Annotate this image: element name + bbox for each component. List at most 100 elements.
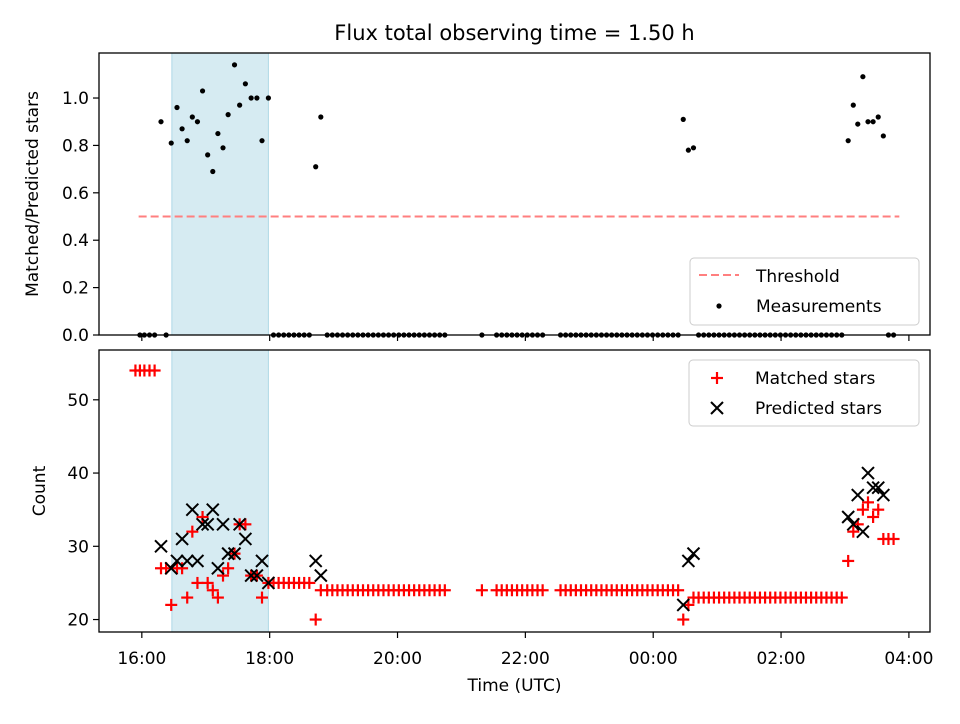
predicted-star-point [261,576,276,590]
measurement-point [220,145,226,151]
measurement-point [259,138,265,144]
measurement-point [168,140,174,146]
top-legend: Threshold Measurements [689,257,920,326]
predicted-star-point [314,568,328,583]
bottom-ylabel: Count [30,465,50,516]
bottom-axes-frame [98,349,931,633]
x-tick-label: 04:00 [884,649,933,669]
x-tick-label: 20:00 [373,649,422,669]
matched-star-point [672,584,685,597]
matched-star-point [872,503,885,516]
x-tick-label: 02:00 [757,649,806,669]
predicted-star-point [861,466,875,480]
x-tick-label: 18:00 [245,649,294,669]
legend-measurements-swatch [716,303,722,309]
measurement-point [855,121,861,127]
measurement-point [845,138,851,144]
y-tick-label: 20 [67,611,89,631]
matched-star-point [438,584,451,597]
measurement-point [318,114,324,120]
predicted-star-point [255,554,269,568]
measurement-point [685,147,691,153]
measurement-point [870,119,876,125]
measurement-point [313,164,319,170]
measurement-point [880,133,886,139]
y-tick-label: 0.2 [62,279,89,299]
matched-star-point [181,591,194,604]
matched-star-point [176,562,189,575]
predicted-star-point [180,554,194,568]
bottom-points-group [129,364,900,626]
matched-star-point [847,525,860,538]
predicted-star-point [846,517,860,532]
matched-star-point [887,532,900,545]
predicted-star-point [190,554,205,568]
measurement-point [215,130,221,137]
measurement-point [174,104,180,111]
predicted-star-point [681,554,696,568]
matched-star-point [217,569,230,582]
predicted-star-point [154,539,168,554]
bottom-shaded-interval [171,349,269,633]
predicted-star-point [164,561,178,575]
x-tick-label: 00:00 [629,649,678,669]
y-tick-label: 40 [67,464,89,484]
measurement-point [860,74,866,80]
bottom-yticks: 20 30 40 50 [67,391,99,631]
measurement-point [265,95,271,101]
matched-star-point [867,511,880,524]
predicted-star-point [308,554,323,568]
legend-threshold-label: Threshold [755,267,840,287]
predicted-star-point [244,568,258,583]
predicted-star-point [232,517,247,532]
predicted-star-point [200,517,215,532]
y-tick-label: 50 [67,391,89,411]
legend-matched-swatch [711,372,723,384]
predicted-star-point [175,532,189,546]
top-yticks: 0.0 0.2 0.4 0.6 0.8 1.0 [62,89,99,346]
measurement-point [205,152,211,158]
predicted-star-point [211,561,225,575]
x-axis-label: Time (UTC) [467,676,562,696]
x-tick-label: 16:00 [117,649,166,669]
matched-star-point [186,525,199,538]
predicted-star-point [871,480,885,495]
measurement-point [875,114,881,120]
predicted-star-point [170,554,184,568]
chart-title: Flux total observing time = 1.50 h [334,21,694,45]
predicted-star-point [851,488,865,502]
predicted-star-point [856,524,870,539]
y-tick-label: 0.4 [62,231,89,251]
matched-star-point [196,511,209,524]
y-tick-label: 0.8 [62,136,89,156]
matched-star-point [239,518,252,531]
predicted-star-point [206,502,220,517]
measurement-point [865,119,871,125]
measurement-point [158,119,164,125]
y-tick-label: 0.6 [62,184,89,204]
matched-star-point [211,591,224,604]
predicted-star-point [876,488,891,502]
matched-star-point [148,364,161,377]
matched-star-point [165,598,178,611]
predicted-star-point [185,502,200,517]
y-tick-label: 1.0 [62,89,89,109]
measurement-point [189,114,195,120]
measurement-point [850,102,856,108]
matched-star-point [256,591,269,604]
predicted-star-point [238,532,253,546]
measurement-point [199,88,206,94]
top-panel: 0.0 0.2 0.4 0.6 0.8 1.0 Matched/Predicted sta… [23,52,931,346]
top-ylabel: Matched/Predicted stars [23,91,43,297]
measurement-point [242,81,248,87]
measurement-point [237,102,243,108]
measurement-point [680,116,686,122]
predicted-star-point [866,480,880,495]
legend-matched-label: Matched stars [755,369,875,389]
predicted-star-point [195,517,210,532]
top-shaded-interval [171,52,269,336]
x-tick-label: 22:00 [501,649,550,669]
matched-star-point [191,576,204,589]
